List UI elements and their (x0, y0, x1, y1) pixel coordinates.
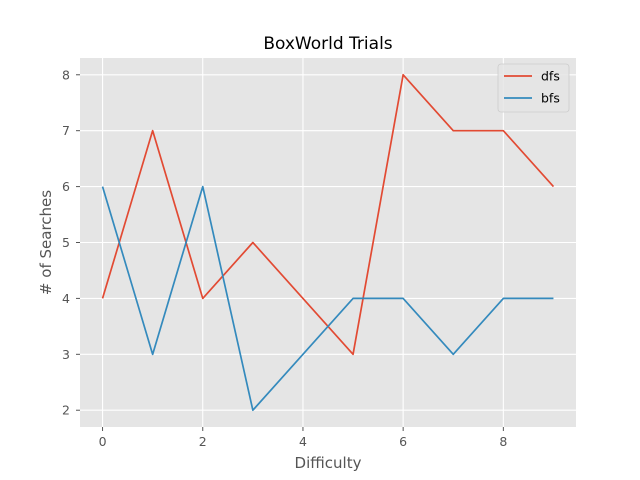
x-tick-label: 2 (199, 434, 207, 449)
series-line-bfs (101, 185, 554, 412)
y-axis-label: # of Searches (37, 190, 55, 295)
y-tick-label: 8 (62, 67, 70, 82)
x-axis-label: Difficulty (295, 454, 362, 472)
y-tick-label: 3 (62, 347, 70, 362)
legend-label-dfs: dfs (541, 69, 560, 84)
x-tick-label: 0 (99, 434, 107, 449)
x-tick-label: 4 (299, 434, 307, 449)
y-tick-label: 5 (62, 235, 70, 250)
x-tick-label: 8 (499, 434, 507, 449)
legend-label-bfs: bfs (541, 91, 560, 106)
legend: dfs bfs (497, 63, 570, 113)
axis-ticks: 0 2 4 6 8 2 3 4 5 6 7 8 (62, 67, 507, 449)
y-tick-label: 7 (62, 123, 70, 138)
series-lines (101, 73, 555, 412)
y-tick-label: 2 (62, 403, 70, 418)
chart-title: BoxWorld Trials (263, 34, 392, 54)
y-tick-label: 6 (62, 179, 70, 194)
x-tick-label: 6 (399, 434, 407, 449)
y-tick-label: 4 (62, 291, 70, 306)
